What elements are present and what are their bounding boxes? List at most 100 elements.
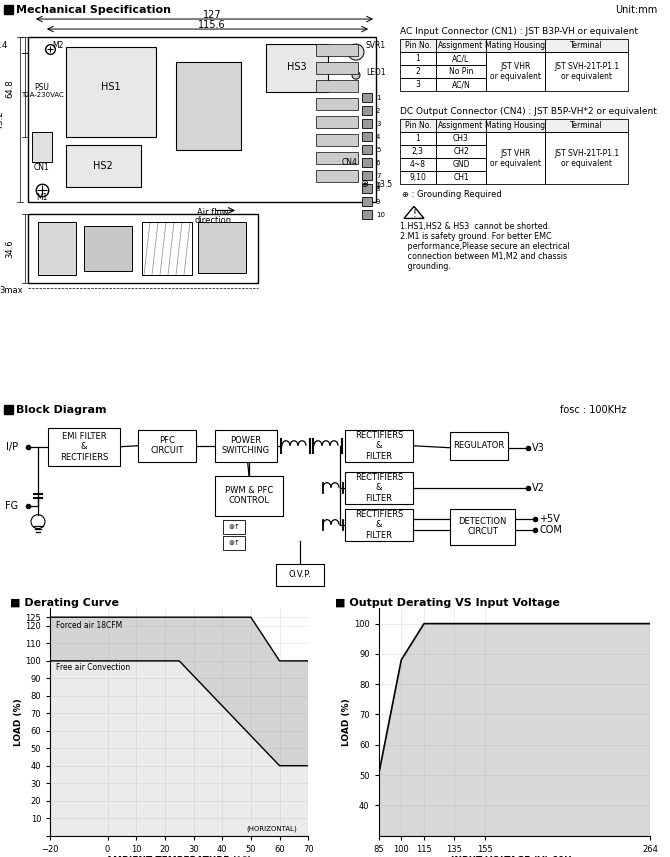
Text: DETECTION
CIRCUT: DETECTION CIRCUT: [458, 517, 507, 536]
Bar: [436, 65, 486, 78]
Text: PFC
CIRCUIT: PFC CIRCUIT: [150, 436, 184, 455]
Bar: [223, 519, 245, 534]
Text: PWM & PFC
CONTROL: PWM & PFC CONTROL: [225, 486, 273, 506]
Circle shape: [348, 44, 364, 60]
Text: 1: 1: [415, 54, 420, 63]
Text: Mating Housing: Mating Housing: [486, 121, 545, 130]
Bar: [316, 135, 358, 147]
Text: 9,10: 9,10: [409, 173, 426, 183]
Bar: [436, 119, 486, 132]
Bar: [84, 226, 132, 271]
Bar: [362, 146, 372, 154]
Bar: [400, 65, 436, 78]
Text: 3: 3: [376, 121, 381, 127]
Text: !: !: [412, 209, 416, 219]
Text: Assignment: Assignment: [438, 41, 484, 50]
Bar: [66, 47, 156, 137]
Bar: [276, 564, 324, 585]
Text: CN4: CN4: [342, 158, 358, 167]
Text: ■ Derating Curve: ■ Derating Curve: [10, 598, 119, 608]
Text: Block Diagram: Block Diagram: [16, 405, 107, 415]
Bar: [66, 146, 141, 188]
Text: RECTIFIERS
&
FILTER: RECTIFIERS & FILTER: [355, 473, 403, 502]
Bar: [362, 211, 372, 219]
Bar: [545, 39, 628, 52]
Text: JST VHR
or equivalent: JST VHR or equivalent: [490, 62, 541, 81]
Text: M1: M1: [36, 193, 48, 202]
Text: ⊗↑: ⊗↑: [228, 540, 240, 546]
Bar: [28, 37, 376, 202]
Text: (HORIZONTAL): (HORIZONTAL): [246, 825, 297, 832]
Text: No Pin: No Pin: [449, 67, 473, 76]
Text: 75.2: 75.2: [0, 111, 4, 129]
Bar: [28, 214, 258, 283]
Text: Air flow: Air flow: [197, 208, 229, 217]
Bar: [345, 509, 413, 541]
Text: 10: 10: [376, 213, 385, 219]
Bar: [436, 78, 486, 91]
Bar: [436, 159, 486, 171]
Text: JST SVH-21T-P1.1
or equivalent: JST SVH-21T-P1.1 or equivalent: [554, 62, 619, 81]
Text: O.V.P.: O.V.P.: [289, 570, 312, 579]
Text: fosc : 100KHz: fosc : 100KHz: [560, 405, 626, 415]
Bar: [266, 44, 328, 93]
Text: T2A-230VAC: T2A-230VAC: [21, 93, 64, 99]
Text: JST SVH-21T-P1.1
or equivalent: JST SVH-21T-P1.1 or equivalent: [554, 148, 619, 168]
Bar: [450, 509, 515, 545]
Bar: [316, 99, 358, 111]
Text: ⊕ : Grounding Required: ⊕ : Grounding Required: [402, 190, 502, 199]
Text: JST VHR
or equivalent: JST VHR or equivalent: [490, 148, 541, 168]
Bar: [345, 471, 413, 504]
Bar: [316, 153, 358, 165]
Text: 1: 1: [415, 135, 420, 143]
Text: CH3: CH3: [453, 135, 469, 143]
Text: Terminal: Terminal: [570, 121, 603, 130]
Bar: [176, 62, 241, 150]
Bar: [486, 39, 545, 52]
Text: I/P: I/P: [6, 441, 18, 452]
Text: M2: M2: [52, 40, 64, 50]
Text: grounding.: grounding.: [400, 262, 451, 271]
Bar: [450, 432, 508, 459]
Text: 7: 7: [376, 173, 381, 179]
Text: PSU: PSU: [35, 82, 50, 92]
Text: Unit:mm: Unit:mm: [615, 5, 657, 15]
Text: 4: 4: [376, 135, 381, 141]
Text: RECTIFIERS
&
FILTER: RECTIFIERS & FILTER: [355, 510, 403, 540]
Text: GND: GND: [452, 160, 470, 170]
Text: CH1: CH1: [453, 173, 469, 183]
Text: 6: 6: [376, 160, 381, 166]
Text: Forced air 18CFM: Forced air 18CFM: [56, 621, 122, 631]
Text: CH2: CH2: [453, 147, 469, 156]
Bar: [362, 159, 372, 167]
Text: EMI FILTER
&
RECTIFIERS: EMI FILTER & RECTIFIERS: [60, 432, 108, 462]
Text: Assignment: Assignment: [438, 121, 484, 130]
Y-axis label: LOAD (%): LOAD (%): [13, 698, 23, 746]
Text: 2.M1 is safety ground. For better EMC: 2.M1 is safety ground. For better EMC: [400, 232, 551, 241]
Bar: [545, 132, 628, 184]
Text: 127: 127: [203, 10, 221, 20]
Bar: [362, 184, 372, 194]
Text: LED1: LED1: [366, 68, 386, 76]
Text: 34.6: 34.6: [5, 239, 14, 258]
Text: Terminal: Terminal: [570, 41, 603, 50]
Text: 2: 2: [415, 67, 420, 76]
Bar: [486, 119, 545, 132]
Text: HS2: HS2: [93, 161, 113, 171]
Bar: [400, 159, 436, 171]
Bar: [316, 171, 358, 183]
Bar: [362, 93, 372, 102]
Bar: [436, 132, 486, 146]
Text: HS3: HS3: [287, 62, 307, 72]
Text: φ3.5: φ3.5: [376, 180, 393, 189]
Bar: [545, 52, 628, 91]
Polygon shape: [379, 624, 650, 836]
Bar: [486, 52, 545, 91]
Text: direction: direction: [194, 216, 232, 225]
Bar: [316, 62, 358, 75]
Bar: [400, 171, 436, 184]
Bar: [486, 132, 545, 184]
Text: 8: 8: [376, 186, 381, 192]
Bar: [400, 78, 436, 91]
Bar: [362, 197, 372, 207]
